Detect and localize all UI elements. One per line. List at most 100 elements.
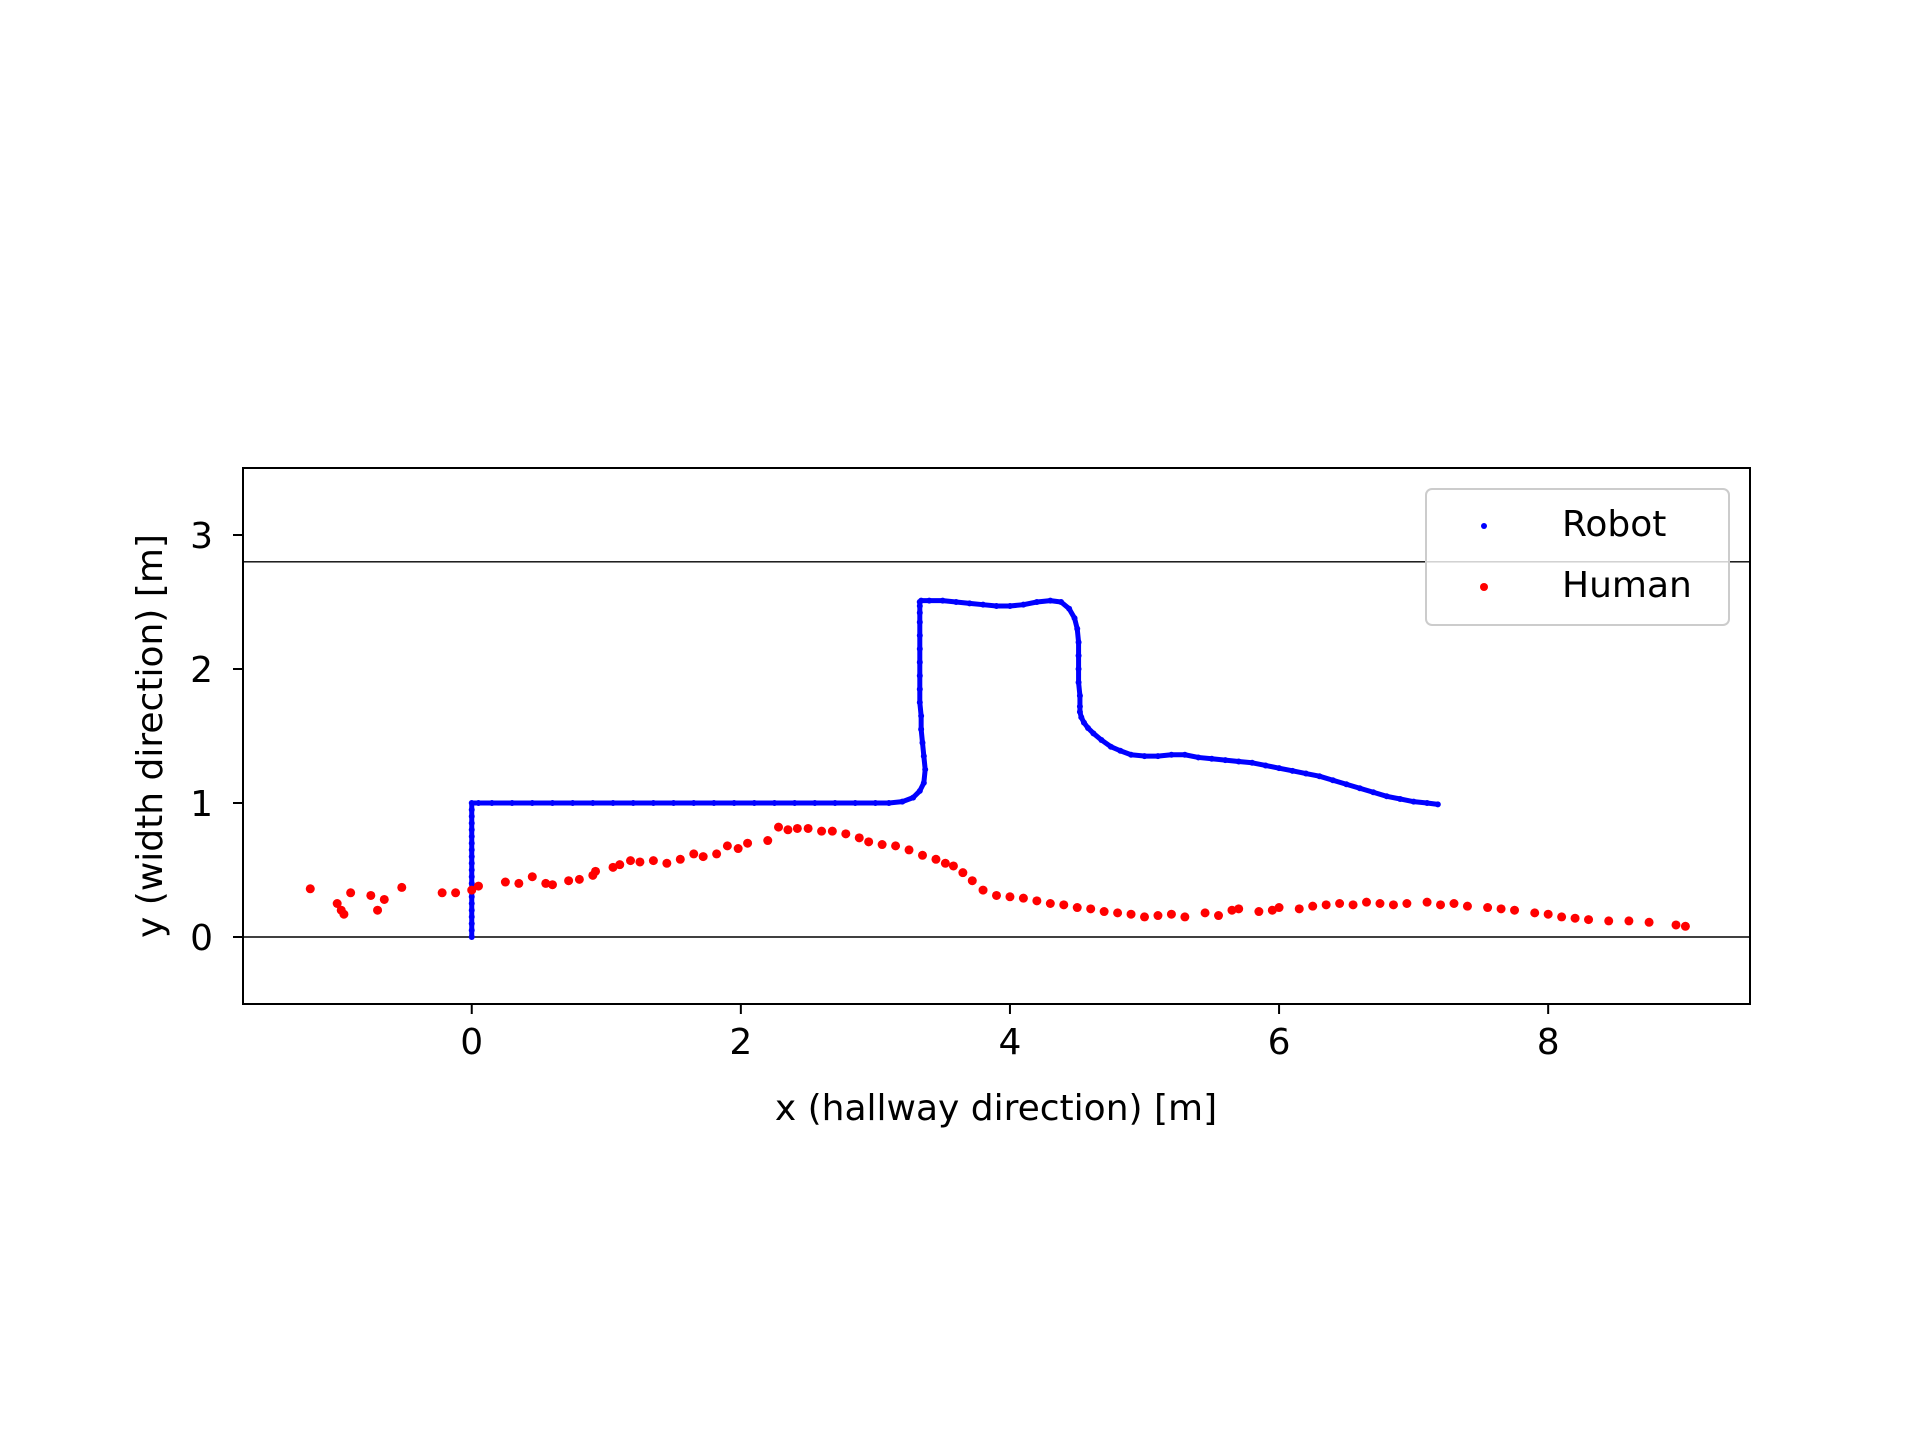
robot-point bbox=[468, 873, 475, 880]
legend: Robot Human bbox=[1425, 488, 1730, 626]
x-tick-label: 6 bbox=[1268, 1022, 1291, 1063]
robot-point bbox=[1289, 767, 1296, 774]
robot-point bbox=[1071, 615, 1078, 622]
robot-point bbox=[468, 907, 475, 914]
robot-point bbox=[993, 603, 1000, 610]
human-point bbox=[1584, 915, 1594, 925]
human-point bbox=[1274, 903, 1284, 913]
robot-point bbox=[468, 880, 475, 887]
human-point bbox=[626, 856, 636, 866]
robot-point bbox=[1222, 757, 1229, 764]
robot-point bbox=[1075, 679, 1082, 686]
human-point bbox=[864, 837, 874, 847]
human-point bbox=[437, 888, 447, 898]
x-axis-label: x (hallway direction) [m] bbox=[775, 1088, 1217, 1129]
robot-point bbox=[771, 800, 778, 806]
human-point bbox=[451, 888, 461, 898]
human-point bbox=[1214, 911, 1224, 921]
robot-point bbox=[966, 600, 973, 607]
human-point bbox=[1200, 908, 1210, 918]
x-tick-label: 4 bbox=[999, 1022, 1022, 1063]
legend-box bbox=[1425, 488, 1730, 626]
human-point bbox=[564, 876, 574, 886]
x-axis: 0 2 4 6 8 bbox=[460, 1004, 1560, 1063]
human-point bbox=[1032, 896, 1042, 906]
human-point bbox=[1570, 913, 1580, 923]
human-point bbox=[1018, 893, 1028, 903]
human-point bbox=[467, 885, 477, 895]
human-point bbox=[722, 841, 732, 851]
robot-point bbox=[918, 712, 925, 719]
y-axis: 0 1 2 3 bbox=[190, 516, 243, 959]
human-point bbox=[1644, 917, 1654, 927]
human-point bbox=[1388, 900, 1398, 910]
robot-point bbox=[1356, 785, 1363, 792]
human-point bbox=[373, 905, 383, 915]
robot-point bbox=[916, 609, 923, 616]
robot-point bbox=[1075, 666, 1082, 672]
human-point bbox=[1348, 900, 1358, 910]
robot-point bbox=[468, 806, 475, 813]
human-point bbox=[877, 840, 887, 850]
human-point bbox=[547, 880, 557, 890]
robot-point bbox=[899, 798, 906, 805]
human-point bbox=[1005, 892, 1015, 902]
legend-label-human: Human bbox=[1562, 565, 1692, 606]
human-point bbox=[1530, 908, 1540, 918]
robot-point bbox=[468, 860, 475, 867]
robot-point bbox=[1424, 800, 1431, 806]
robot-point bbox=[751, 800, 758, 806]
human-point bbox=[1496, 904, 1506, 914]
human-point bbox=[1375, 899, 1385, 908]
human-point bbox=[958, 868, 968, 878]
human-point bbox=[648, 856, 658, 866]
robot-point bbox=[468, 927, 475, 934]
robot-point bbox=[916, 659, 923, 666]
robot-point bbox=[1076, 708, 1083, 715]
human-point bbox=[698, 852, 708, 862]
human-point bbox=[346, 888, 356, 898]
robot-point bbox=[1397, 795, 1404, 802]
human-point bbox=[514, 878, 524, 888]
series-human bbox=[305, 822, 1690, 931]
robot-point bbox=[1047, 597, 1054, 604]
robot-point bbox=[468, 800, 475, 806]
human-point bbox=[366, 890, 376, 900]
robot-point bbox=[953, 599, 960, 605]
human-point bbox=[803, 823, 813, 833]
robot-point bbox=[916, 787, 923, 794]
robot-point bbox=[811, 800, 818, 806]
human-point bbox=[1436, 900, 1446, 910]
human-point bbox=[827, 826, 837, 836]
human-point bbox=[541, 878, 551, 888]
human-point bbox=[1543, 909, 1553, 919]
robot-point bbox=[1006, 603, 1013, 610]
human-point bbox=[574, 874, 584, 884]
human-point bbox=[904, 845, 914, 855]
robot-point bbox=[832, 800, 839, 806]
robot-point bbox=[1020, 601, 1027, 608]
human-point bbox=[1072, 903, 1082, 913]
human-point bbox=[931, 854, 941, 864]
human-point bbox=[1449, 899, 1459, 908]
human-point bbox=[978, 885, 988, 895]
human-point bbox=[473, 881, 483, 891]
human-point bbox=[1254, 907, 1264, 917]
human-point bbox=[1153, 911, 1163, 921]
y-axis-label: y (width direction) [m] bbox=[130, 534, 171, 938]
robot-point bbox=[1329, 777, 1336, 784]
robot-point bbox=[1249, 759, 1256, 766]
robot-point bbox=[1434, 801, 1441, 808]
human-point bbox=[689, 849, 699, 859]
human-point bbox=[1113, 908, 1123, 918]
robot-point bbox=[468, 920, 475, 927]
robot-point bbox=[916, 645, 923, 652]
robot-point bbox=[1302, 770, 1309, 777]
human-point bbox=[527, 872, 537, 882]
robot-point bbox=[1078, 714, 1085, 721]
human-point bbox=[379, 894, 389, 904]
y-tick-label: 3 bbox=[190, 516, 213, 557]
robot-point bbox=[926, 597, 933, 604]
